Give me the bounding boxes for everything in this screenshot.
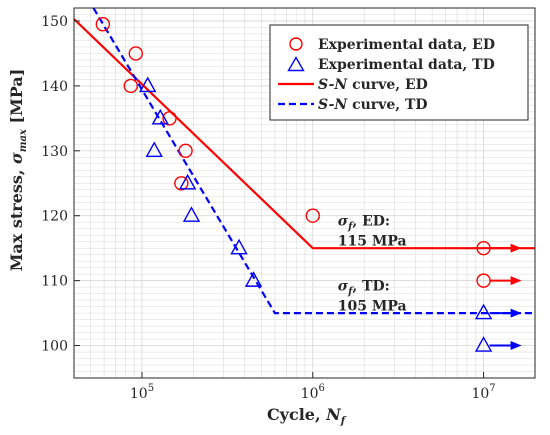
legend-marker-circle-ed — [289, 37, 303, 51]
sn-curve-td — [92, 8, 535, 315]
data-point-ed — [174, 176, 189, 191]
x-tick-label: 106 — [301, 383, 325, 402]
annotations: σf, ED:115 MPa σf, TD:105 MPa — [338, 213, 407, 314]
data-point-td — [151, 108, 169, 125]
axis-ticks: 105 106 107 100 110 120 130 140 150 — [41, 14, 495, 402]
runout-arrow-head — [510, 243, 522, 253]
data-point-td — [474, 336, 493, 352]
y-tick-label: 140 — [41, 79, 68, 95]
y-axis-label: Max stress, σmax [MPa] — [7, 69, 29, 272]
y-tick-label: 100 — [41, 339, 68, 355]
data-point-ed — [123, 78, 138, 94]
legend-label-exp-ed: Experimental data, ED — [318, 37, 495, 53]
data-point-ed — [305, 208, 320, 223]
sn-curves — [74, 8, 535, 315]
data-point-td — [474, 303, 493, 320]
y-tick-label: 120 — [41, 209, 68, 225]
data-point-td — [178, 173, 197, 190]
data-markers — [95, 17, 493, 352]
legend-label-exp-td: Experimental data, TD — [318, 57, 495, 73]
data-point-ed — [162, 111, 177, 126]
legend-marker-triangle-td — [287, 56, 305, 72]
data-point-ed — [95, 17, 111, 32]
runout-arrow-head — [510, 341, 522, 351]
plot-frame — [73, 7, 536, 379]
data-point-td — [230, 238, 248, 255]
fatigue-limit-label-ed: σf, ED: — [338, 213, 390, 232]
x-tick-label: 107 — [471, 383, 495, 402]
data-point-td — [138, 76, 157, 93]
data-point-td — [182, 206, 201, 222]
fatigue-limit-value-td: 105 MPa — [338, 298, 407, 314]
x-axis-label: Cycle, Nf — [267, 405, 347, 427]
sn-curve-ed — [74, 18, 535, 250]
legend-label-sn-td: S-N curve, TD — [318, 97, 428, 113]
runout-arrow-head — [510, 276, 522, 286]
y-tick-label: 150 — [41, 14, 68, 30]
data-point-ed — [178, 143, 193, 159]
fatigue-limit-value-ed: 115 MPa — [338, 233, 407, 249]
x-tick-label: 105 — [130, 383, 154, 402]
legend-label-sn-ed: S-N curve, ED — [318, 77, 428, 93]
data-point-ed — [128, 46, 143, 61]
fatigue-limit-label-td: σf, TD: — [338, 278, 390, 297]
y-tick-label: 110 — [41, 274, 68, 290]
legend: Experimental data, ED Experimental data,… — [269, 24, 529, 121]
runout-arrows — [489, 243, 522, 351]
runout-arrow-head — [510, 308, 522, 318]
y-tick-label: 130 — [41, 144, 68, 160]
data-point-td — [244, 271, 263, 287]
data-point-td — [145, 141, 163, 158]
